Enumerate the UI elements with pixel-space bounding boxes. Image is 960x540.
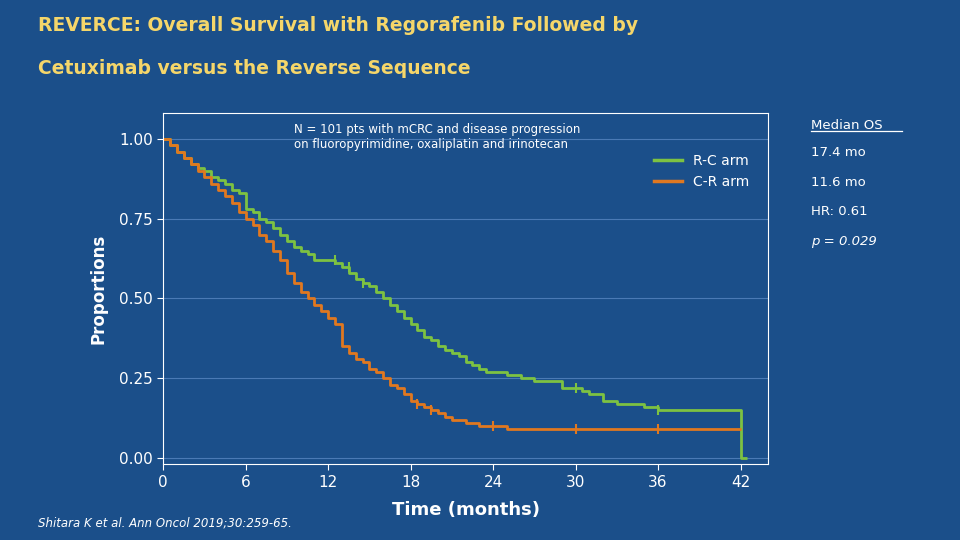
Y-axis label: Proportions: Proportions: [90, 234, 108, 344]
Text: Cetuximab versus the Reverse Sequence: Cetuximab versus the Reverse Sequence: [38, 59, 471, 78]
Legend: R-C arm, C-R arm: R-C arm, C-R arm: [649, 148, 755, 194]
Text: 17.4 mo: 17.4 mo: [811, 146, 866, 159]
Text: Shitara K et al. Ann Oncol 2019;30:259-65.: Shitara K et al. Ann Oncol 2019;30:259-6…: [38, 516, 292, 529]
Text: 11.6 mo: 11.6 mo: [811, 176, 866, 188]
Text: Median OS: Median OS: [811, 119, 883, 132]
X-axis label: Time (months): Time (months): [392, 501, 540, 519]
Text: p = 0.029: p = 0.029: [811, 235, 876, 248]
Text: N = 101 pts with mCRC and disease progression
on fluoropyrimidine, oxaliplatin a: N = 101 pts with mCRC and disease progre…: [294, 123, 580, 151]
Text: HR: 0.61: HR: 0.61: [811, 205, 868, 218]
Text: REVERCE: Overall Survival with Regorafenib Followed by: REVERCE: Overall Survival with Regorafen…: [38, 16, 638, 35]
